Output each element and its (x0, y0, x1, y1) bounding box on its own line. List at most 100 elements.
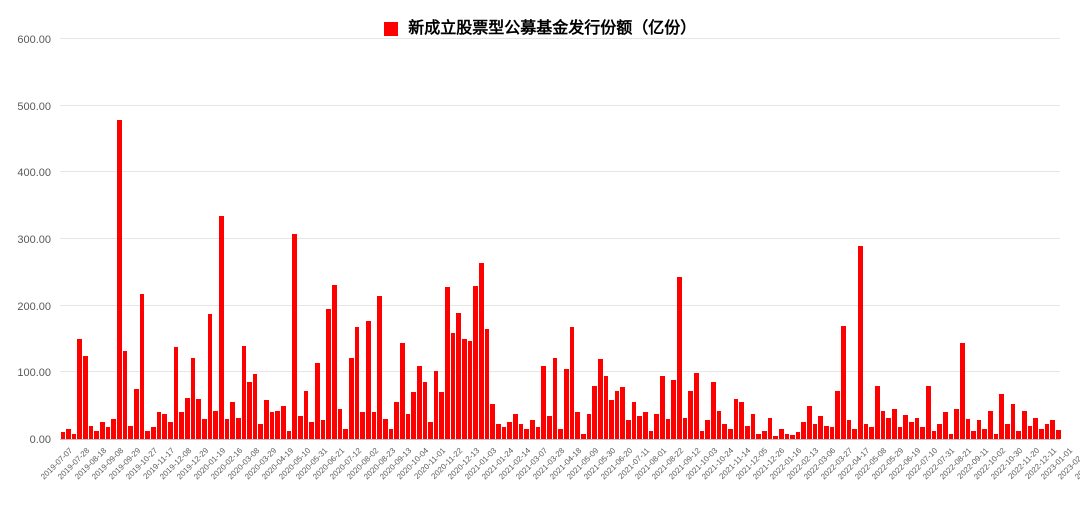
bar (123, 351, 128, 439)
bar (253, 374, 258, 439)
bar (807, 406, 812, 439)
bar (208, 314, 213, 439)
bar (937, 424, 942, 439)
bar (818, 416, 823, 439)
bar (604, 376, 609, 439)
bar (179, 412, 184, 439)
bar (632, 402, 637, 439)
bar (360, 412, 365, 439)
bar (649, 431, 654, 439)
bar (468, 341, 473, 439)
bar (89, 426, 94, 439)
bar (304, 391, 309, 439)
bar (479, 263, 484, 439)
bar (157, 412, 162, 439)
bar (434, 371, 439, 439)
bar (292, 234, 297, 439)
bar (609, 400, 614, 439)
bar (943, 412, 948, 439)
bar (824, 426, 829, 439)
bar (643, 412, 648, 439)
bar (926, 386, 931, 439)
bar (456, 313, 461, 439)
y-tick-label: 200.00 (17, 301, 51, 313)
bar (473, 286, 478, 439)
bar (966, 419, 971, 439)
bar (626, 420, 631, 439)
bar (185, 398, 190, 439)
bar (920, 427, 925, 439)
bar (196, 399, 201, 439)
bar (1005, 424, 1010, 439)
bar (790, 435, 795, 439)
bar (982, 429, 987, 439)
bar (417, 366, 422, 439)
chart-title: 新成立股票型公募基金发行份额（亿份） (408, 20, 696, 37)
bar (366, 321, 371, 439)
y-tick-label: 0.00 (30, 434, 51, 446)
bar (332, 285, 337, 439)
bar (1056, 430, 1061, 439)
bar (858, 246, 863, 439)
chart-container: 新成立股票型公募基金发行份额（亿份） 0.00100.00200.00300.0… (0, 0, 1080, 509)
bar (660, 376, 665, 439)
bar (247, 382, 252, 439)
bar (688, 391, 693, 439)
bar (988, 411, 993, 439)
bar (162, 414, 167, 439)
bar (145, 431, 150, 439)
bar (847, 420, 852, 439)
bar (598, 359, 603, 439)
bar (886, 418, 891, 439)
bar (213, 411, 218, 439)
bar (1045, 424, 1050, 439)
bar (570, 327, 575, 439)
bar (971, 431, 976, 439)
bar (270, 412, 275, 439)
bar (705, 420, 710, 439)
bar (751, 414, 756, 439)
bar (77, 339, 82, 439)
bar (411, 392, 416, 439)
bar (1050, 420, 1055, 439)
bar (423, 382, 428, 439)
bar (321, 420, 326, 439)
bar (615, 391, 620, 439)
bar (745, 426, 750, 439)
bar (389, 429, 394, 439)
bar (756, 434, 761, 439)
bar (1033, 418, 1038, 439)
bar (892, 409, 897, 439)
bar (202, 419, 207, 439)
bar (111, 419, 116, 439)
bar (428, 422, 433, 439)
bar (191, 358, 196, 439)
bar (1022, 411, 1027, 439)
bar (1016, 431, 1021, 439)
legend-marker-icon (384, 22, 398, 36)
bar (309, 422, 314, 439)
bar (242, 346, 247, 439)
bar (151, 427, 156, 439)
bar (490, 404, 495, 439)
bar (830, 427, 835, 439)
bar (502, 427, 507, 439)
bar (711, 382, 716, 439)
bar (779, 429, 784, 439)
bar (287, 431, 292, 439)
bar (677, 277, 682, 439)
bar (383, 419, 388, 439)
bar (841, 326, 846, 439)
bar (932, 431, 937, 439)
bar (66, 429, 71, 439)
bar (796, 432, 801, 439)
y-tick-label: 400.00 (17, 167, 51, 179)
bar (564, 369, 569, 439)
bar (915, 418, 920, 439)
bar (451, 333, 456, 439)
bar (671, 380, 676, 439)
bar (439, 392, 444, 439)
bar (61, 432, 66, 439)
y-axis: 0.00100.00200.00300.00400.00500.00600.00 (0, 40, 55, 440)
bar (519, 424, 524, 439)
